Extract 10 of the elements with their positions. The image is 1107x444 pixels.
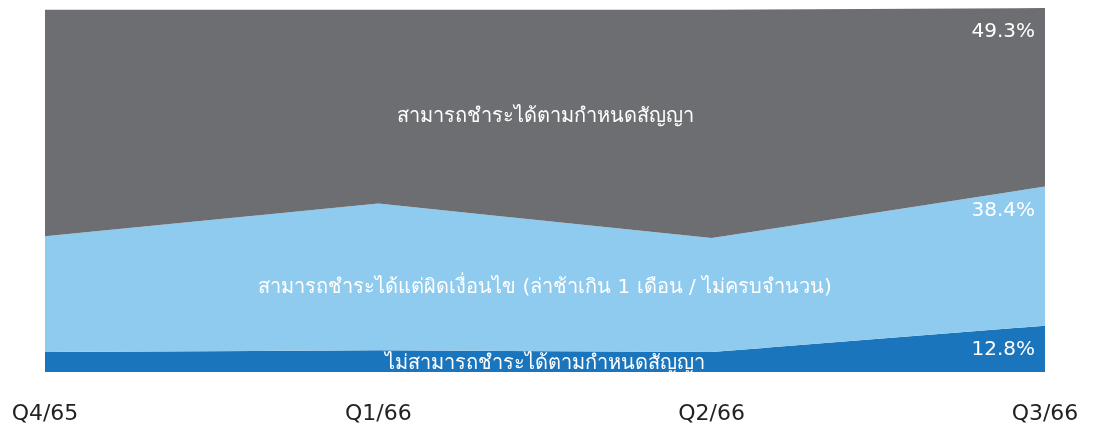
series-label: ไม่สามารถชำระได้ตามกำหนดสัญญา bbox=[383, 349, 705, 374]
x-tick-label: Q2/66 bbox=[678, 399, 746, 425]
data-label: 49.3% bbox=[971, 18, 1035, 42]
series-label: สามารถชำระได้แต่ผิดเงื่อนไข (ล่าช้าเกิน 1 เดือน / ไม่ครบจำนวน) bbox=[258, 271, 832, 298]
x-tick-label: Q3/66 bbox=[1011, 399, 1079, 425]
x-tick-label: Q1/66 bbox=[344, 399, 412, 425]
data-label: 12.8% bbox=[971, 335, 1035, 360]
series-label: สามารถชำระได้ตามกำหนดสัญญา bbox=[396, 103, 694, 128]
x-tick-label: Q4/65 bbox=[11, 399, 79, 425]
data-label: 38.4% bbox=[971, 196, 1035, 221]
